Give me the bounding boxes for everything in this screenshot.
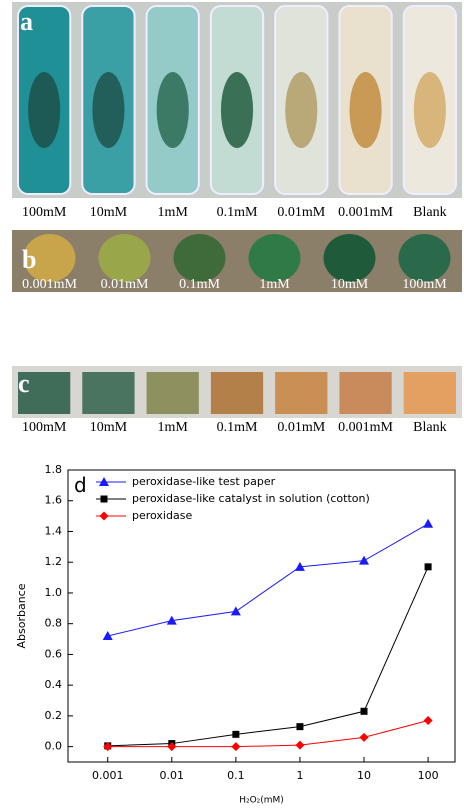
x-tick-label: 100: [418, 769, 439, 782]
series-line: [108, 721, 428, 747]
figure: a b c 100mM10mM1mM0.1mM0.01mM0.001mMBlan…: [0, 0, 464, 809]
caption: 0.01mM: [101, 277, 149, 292]
caption: 10mM: [90, 205, 128, 220]
sample: [92, 72, 124, 148]
cotton: [399, 234, 451, 282]
panel-label: c: [18, 369, 30, 398]
legend-marker: [101, 496, 108, 503]
x-tick-label: 0.01: [160, 769, 185, 782]
caption: 0.1mM: [217, 420, 258, 435]
data-point: [425, 563, 432, 570]
plot-frame: [68, 470, 455, 762]
test-paper: [211, 372, 263, 414]
data-point: [295, 741, 304, 750]
data-point: [231, 606, 241, 615]
data-point: [296, 723, 303, 730]
cotton: [174, 234, 226, 282]
caption: 1mM: [158, 420, 189, 435]
caption: 100mM: [402, 277, 447, 292]
test-paper: [339, 372, 391, 414]
x-tick-label: 1: [296, 769, 303, 782]
caption: 10mM: [331, 277, 369, 292]
data-point: [423, 519, 433, 528]
caption: 0.1mM: [217, 205, 258, 220]
sample: [221, 72, 253, 148]
series-line: [108, 567, 428, 746]
photo-b: [12, 230, 462, 292]
data-point: [231, 742, 240, 751]
y-tick-label: 1.0: [45, 586, 63, 599]
panel-label: b: [22, 245, 36, 274]
sample: [350, 72, 382, 148]
caption: 100mM: [22, 420, 67, 435]
caption: 0.01mM: [277, 420, 325, 435]
cotton: [249, 234, 301, 282]
test-paper: [404, 372, 456, 414]
data-point: [359, 556, 369, 565]
test-paper: [275, 372, 327, 414]
x-axis-label: H₂O₂(mM): [239, 796, 284, 806]
caption: 0.001mM: [338, 420, 393, 435]
legend-label: peroxidase-like catalyst in solution (co…: [132, 492, 370, 505]
caption: 0.01mM: [277, 205, 325, 220]
caption: Blank: [413, 420, 446, 435]
x-tick-label: 0.1: [227, 769, 245, 782]
y-tick-label: 1.2: [45, 555, 63, 568]
sample: [157, 72, 189, 148]
caption: 100mM: [22, 205, 67, 220]
cotton: [324, 234, 376, 282]
panel-label: d: [74, 473, 87, 497]
caption: 0.001mM: [22, 277, 77, 292]
legend-marker: [100, 512, 109, 521]
test-paper: [147, 372, 199, 414]
caption: 0.001mM: [338, 205, 393, 220]
cotton: [99, 234, 151, 282]
data-point: [361, 708, 368, 715]
series-line: [108, 524, 428, 636]
data-point: [232, 731, 239, 738]
sample: [28, 72, 60, 148]
x-tick-label: 10: [357, 769, 371, 782]
caption: 1mM: [158, 205, 189, 220]
y-axis-label: Absorbance: [15, 583, 28, 648]
y-tick-label: 0.6: [45, 647, 63, 660]
caption: 10mM: [90, 420, 128, 435]
caption: 0.1mM: [179, 277, 220, 292]
sample: [414, 72, 446, 148]
caption: 1mM: [259, 277, 290, 292]
y-tick-label: 0.4: [45, 678, 63, 691]
test-paper: [82, 372, 134, 414]
sample: [285, 72, 317, 148]
x-tick-label: 0.001: [92, 769, 124, 782]
panel-label: a: [20, 7, 33, 36]
y-tick-label: 0.0: [45, 740, 63, 753]
caption: Blank: [413, 205, 446, 220]
legend-label: peroxidase-like test paper: [132, 475, 276, 488]
legend-label: peroxidase: [132, 509, 192, 522]
y-tick-label: 0.2: [45, 709, 63, 722]
y-tick-label: 1.8: [45, 463, 63, 476]
data-point: [360, 733, 369, 742]
data-point: [424, 716, 433, 725]
y-tick-label: 1.6: [45, 494, 63, 507]
y-tick-label: 0.8: [45, 617, 63, 630]
y-tick-label: 1.4: [45, 524, 63, 537]
